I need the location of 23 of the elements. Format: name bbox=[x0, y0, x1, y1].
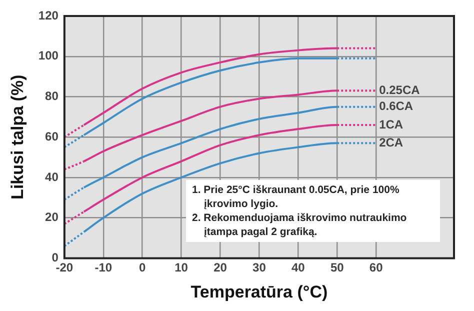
x-axis-title: Temperatūra (°C) bbox=[190, 282, 328, 302]
x-tick-label: 20 bbox=[214, 260, 228, 275]
annotation: 1. Prie 25°C iškraunant 0.05CA, prie 100% įkrovimo lygio. bbox=[192, 183, 400, 211]
series-label: 0.25CA bbox=[379, 82, 420, 97]
y-tick-label: 20 bbox=[45, 210, 59, 224]
y-axis-title: Likusi talpa (%) bbox=[8, 74, 27, 200]
x-tick-label: 50 bbox=[330, 260, 344, 275]
x-tick-label: 40 bbox=[291, 260, 306, 275]
x-tick-label: 10 bbox=[174, 260, 188, 275]
series-label: 1CA bbox=[379, 117, 404, 132]
note-box: 1. Prie 25°C iškraunant 0.05CA, prie 100% įkrovimo lygio. 2. Rekomenduojama iškrovimo nutraukimo įtampa pagal 2 grafiką. bbox=[186, 180, 440, 242]
y-tick-label: 120 bbox=[38, 8, 59, 22]
x-tick-label: -10 bbox=[94, 260, 112, 275]
series-label: 2CA bbox=[379, 135, 404, 150]
y-tick-label: 80 bbox=[45, 89, 59, 104]
series-label: 0.6CA bbox=[379, 99, 414, 114]
y-tick-label: 40 bbox=[45, 170, 59, 184]
x-tick-label: 30 bbox=[252, 260, 266, 275]
x-tick-label: 60 bbox=[369, 260, 384, 275]
annotation: 2. Rekomenduojama iškrovimo nutraukimo įtampa pagal 2 grafiką. bbox=[192, 211, 408, 239]
y-tick-label: 100 bbox=[38, 48, 59, 63]
y-tick-label: 60 bbox=[45, 129, 59, 144]
x-tick-label: 0 bbox=[138, 260, 146, 275]
